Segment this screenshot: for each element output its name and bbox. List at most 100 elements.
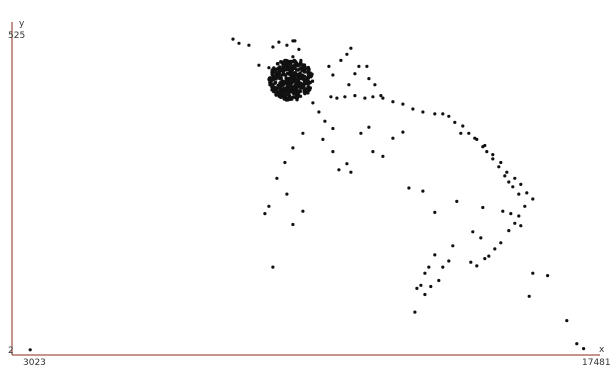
y-tick-top: 525 [8,31,25,41]
data-point [429,284,433,289]
data-point [381,96,385,100]
data-point [509,212,513,216]
data-point [276,66,280,71]
data-point [519,224,523,228]
data-point [291,222,295,227]
data-point [483,257,487,261]
data-point [531,271,535,275]
data-point [307,81,311,85]
data-point [278,81,282,85]
data-point [298,67,302,71]
data-point [447,259,451,263]
data-point [291,55,295,59]
data-point [331,73,335,77]
data-point [288,85,292,90]
data-point [323,119,327,123]
data-point [301,209,305,213]
data-point [284,87,288,91]
data-point [487,254,491,258]
data-point [451,244,455,248]
data-point [275,176,279,180]
data-point [304,66,308,70]
data-point [277,75,281,79]
data-point [276,62,280,66]
data-point [303,70,307,74]
data-point [467,131,471,135]
data-point [507,180,511,184]
data-point [349,170,353,174]
data-point [306,87,310,92]
data-point [28,348,32,352]
data-point [475,264,479,268]
data-point [281,79,286,84]
data-point [267,66,271,70]
x-tick-right: 17481 [582,358,611,368]
data-point [471,230,475,234]
data-point [296,74,300,78]
data-point [423,292,427,297]
data-point [413,310,417,314]
data-point [415,286,419,290]
data-point [499,160,503,165]
data-point [290,69,294,73]
data-point [373,83,377,87]
data-point [247,43,251,47]
data-point [273,70,277,74]
data-point [296,92,300,96]
data-point [331,150,335,154]
data-point [289,78,293,83]
data-point [349,46,353,50]
data-point [299,86,303,90]
data-point [523,204,527,208]
data-point [311,101,315,105]
data-point [427,265,431,269]
data-point [497,165,501,169]
data-point [297,89,301,93]
data-point [505,170,509,174]
data-point [293,59,297,63]
data-point [483,143,487,148]
data-point [531,197,535,201]
data-point [421,189,425,193]
data-point [287,67,292,72]
data-point [272,89,276,94]
data-point [263,212,267,216]
data-point [301,131,305,135]
data-point [271,45,275,49]
data-point [287,94,292,98]
data-point [285,192,289,196]
data-point [525,191,529,195]
data-point [279,60,283,64]
data-point [353,72,357,76]
data-point [279,95,283,99]
data-point [275,92,280,96]
data-point [231,37,235,41]
data-point [517,214,521,218]
data-point [453,120,457,124]
data-point [299,83,303,88]
data-point [276,86,280,90]
data-point [491,157,495,161]
data-point [519,182,523,186]
data-point [459,131,463,135]
data-point [565,319,569,323]
data-point [357,64,361,68]
data-point [286,90,291,94]
data-point [280,92,285,97]
data-point [273,81,277,86]
data-point [301,65,305,69]
data-point [503,174,507,178]
data-point [401,102,405,106]
data-point [293,90,297,95]
data-point [285,43,289,47]
data-point [284,77,288,81]
data-point [307,85,311,89]
data-point [371,95,375,99]
data-points [28,37,586,352]
data-point [485,150,489,154]
data-point [575,342,579,346]
data-point [283,90,287,94]
data-point [441,112,445,116]
data-point [285,71,289,76]
